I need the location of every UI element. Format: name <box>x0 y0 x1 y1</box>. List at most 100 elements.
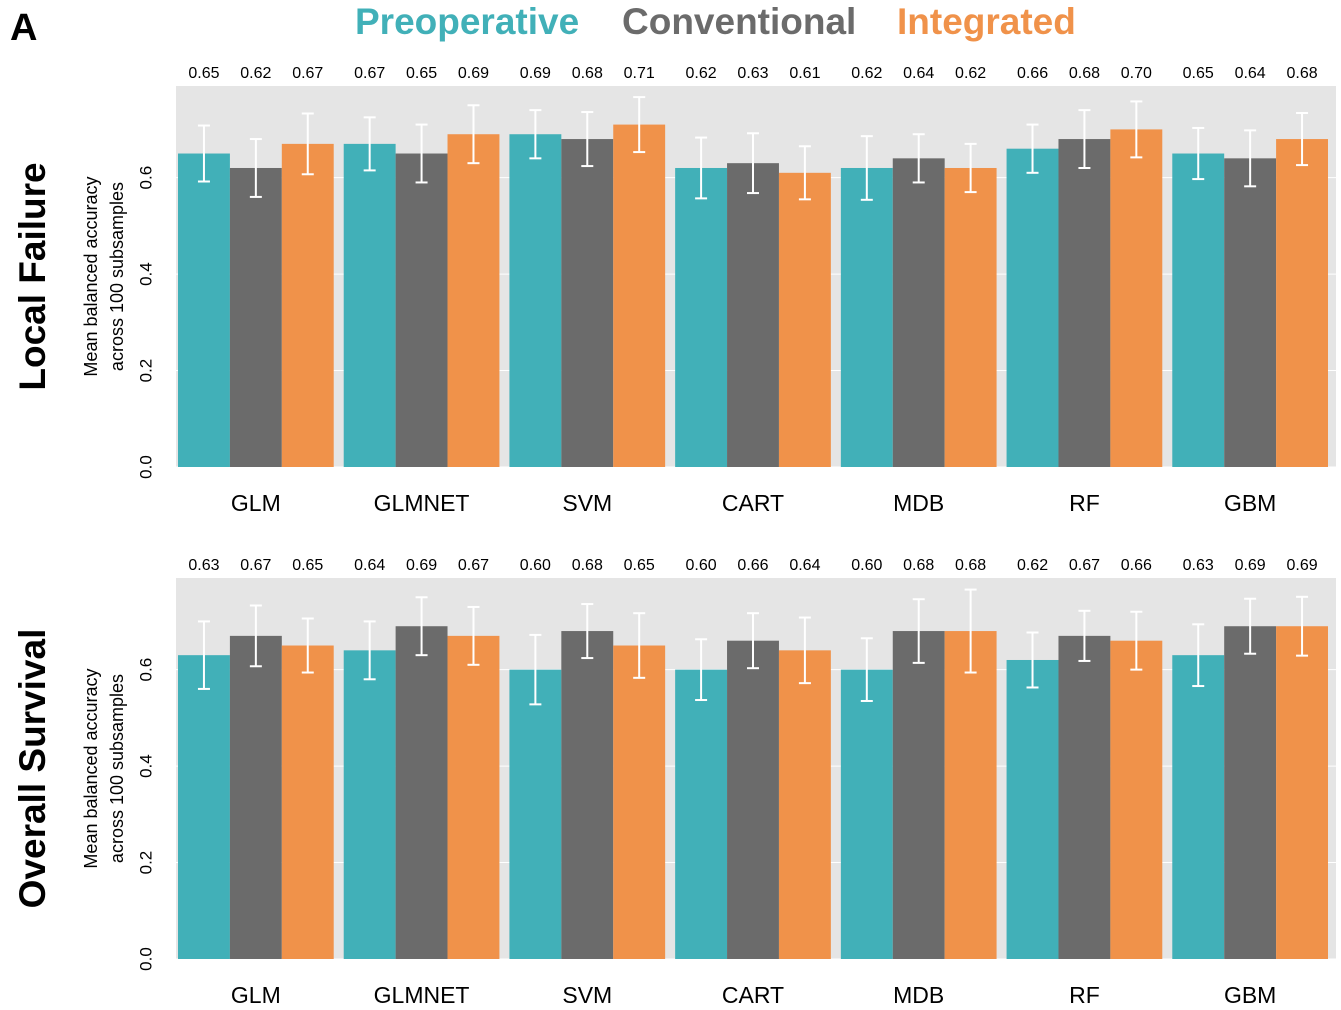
error-bar <box>695 638 708 702</box>
bar <box>178 153 230 467</box>
bar <box>343 143 396 467</box>
y-axis-label: Mean balanced accuracy <box>81 176 101 376</box>
error-bar <box>197 124 210 183</box>
bar <box>229 635 282 959</box>
bar <box>1110 640 1163 959</box>
x-tick-label: GLM <box>231 982 281 1008</box>
bar <box>395 626 448 959</box>
x-tick-label: GLMNET <box>374 982 470 1008</box>
error-bar <box>1244 129 1257 188</box>
value-label: 0.62 <box>851 65 882 82</box>
error-bar <box>1026 123 1039 174</box>
value-label: 0.65 <box>1183 65 1214 82</box>
bar <box>1224 626 1277 959</box>
value-label: 0.67 <box>292 65 323 82</box>
value-label: 0.66 <box>737 557 768 574</box>
error-bar <box>1244 597 1257 655</box>
error-bar <box>1130 100 1143 159</box>
bar <box>675 669 728 959</box>
value-label: 0.64 <box>789 557 820 574</box>
error-bar <box>860 135 873 201</box>
bar <box>944 631 997 959</box>
bar <box>447 635 500 959</box>
value-label: 0.67 <box>354 65 385 82</box>
x-tick-label: GLM <box>231 490 281 516</box>
error-bar <box>747 132 759 195</box>
error-bar <box>1026 631 1039 689</box>
value-label: 0.68 <box>1069 65 1100 82</box>
error-bar <box>964 142 977 194</box>
value-label: 0.65 <box>292 557 323 574</box>
x-tick-label: MDB <box>893 490 944 516</box>
bar <box>561 631 614 959</box>
bar <box>944 167 997 467</box>
value-label: 0.64 <box>1235 65 1266 82</box>
y-tick-label: 0.0 <box>136 455 155 479</box>
bar <box>1224 158 1277 467</box>
x-tick-label: MDB <box>893 982 944 1008</box>
value-label: 0.67 <box>240 557 271 574</box>
y-tick-label: 0.6 <box>136 166 155 190</box>
value-label: 0.60 <box>520 557 551 574</box>
legend-entry: Conventional <box>622 1 856 42</box>
bar <box>509 134 562 467</box>
error-bar <box>798 145 811 201</box>
bar <box>1058 635 1111 959</box>
value-label: 0.71 <box>624 65 655 82</box>
value-label: 0.62 <box>955 65 986 82</box>
error-bar <box>695 136 708 200</box>
error-bar <box>633 612 646 679</box>
bar <box>727 163 779 467</box>
bar <box>281 143 334 467</box>
bar <box>613 124 666 467</box>
error-bar <box>363 620 376 681</box>
value-label: 0.69 <box>406 557 437 574</box>
error-bar <box>363 116 376 172</box>
error-bar <box>1078 109 1091 169</box>
value-label: 0.69 <box>1235 557 1266 574</box>
value-label: 0.69 <box>520 65 551 82</box>
legend-entry: Integrated <box>897 1 1076 42</box>
error-bar <box>581 111 594 168</box>
value-label: 0.62 <box>686 65 717 82</box>
x-tick-label: CART <box>722 982 784 1008</box>
x-tick-label: GBM <box>1224 982 1276 1008</box>
error-bar <box>1192 126 1205 181</box>
error-bar <box>1192 623 1205 688</box>
bar <box>509 669 562 959</box>
value-label: 0.62 <box>240 65 271 82</box>
bar <box>778 172 831 467</box>
bar <box>1058 139 1111 467</box>
y-tick-label: 0.4 <box>136 262 155 286</box>
bar <box>1172 153 1225 467</box>
value-label: 0.68 <box>955 557 986 574</box>
bar <box>1276 139 1328 467</box>
value-label: 0.63 <box>1183 557 1214 574</box>
error-bar <box>1078 609 1091 662</box>
x-tick-label: SVM <box>562 490 612 516</box>
bar <box>892 631 945 959</box>
panel-label: A <box>10 7 37 49</box>
error-bar <box>467 605 480 666</box>
x-tick-label: CART <box>722 490 784 516</box>
bar <box>1172 655 1225 959</box>
error-bar <box>581 603 594 660</box>
value-label: 0.66 <box>1121 557 1152 574</box>
x-tick-label: GLMNET <box>374 490 470 516</box>
error-bar <box>415 123 428 184</box>
bar <box>343 650 396 959</box>
row-title: Overall Survival <box>12 629 53 909</box>
x-tick-label: RF <box>1069 490 1100 516</box>
y-tick-label: 0.6 <box>136 658 155 682</box>
error-bar <box>860 637 873 702</box>
bar <box>613 645 666 959</box>
error-bar <box>1296 595 1309 657</box>
bar <box>840 669 893 959</box>
error-bar <box>467 104 480 165</box>
value-label: 0.70 <box>1121 65 1152 82</box>
error-bar <box>197 620 210 690</box>
error-bar <box>747 612 759 670</box>
error-bar <box>249 138 262 198</box>
error-bar <box>912 598 925 664</box>
